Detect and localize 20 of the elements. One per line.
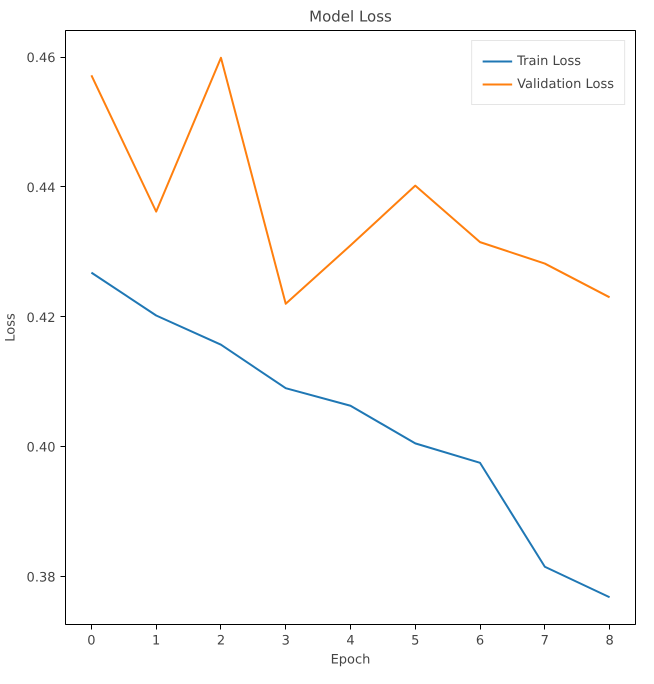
y-tick-label: 0.40: [26, 440, 56, 456]
x-tick-label: 7: [540, 634, 549, 648]
x-tick-label: 1: [152, 634, 160, 648]
x-tick-label: 3: [282, 634, 290, 648]
x-tick-label: 0: [87, 634, 96, 648]
x-tick-label: 6: [476, 634, 484, 648]
x-tick-label: 2: [216, 634, 226, 648]
line-series: [90, 272, 611, 598]
chart-title: Model Loss: [309, 8, 392, 26]
x-axis-title: Epoch: [330, 652, 370, 668]
y-tick-label: 0.44: [26, 180, 56, 196]
y-axis-title: Loss: [4, 313, 19, 342]
x-tick-label: 8: [605, 634, 614, 648]
x-tick-label: 4: [346, 634, 355, 648]
legend-label: Validation Loss: [517, 76, 614, 92]
y-tick-label: 0.42: [26, 310, 56, 326]
y-tick-label: 0.46: [26, 51, 56, 66]
y-tick-label: 0.38: [26, 570, 56, 586]
legend-label: Train Loss: [517, 54, 581, 68]
x-tick-label: 5: [411, 634, 420, 648]
